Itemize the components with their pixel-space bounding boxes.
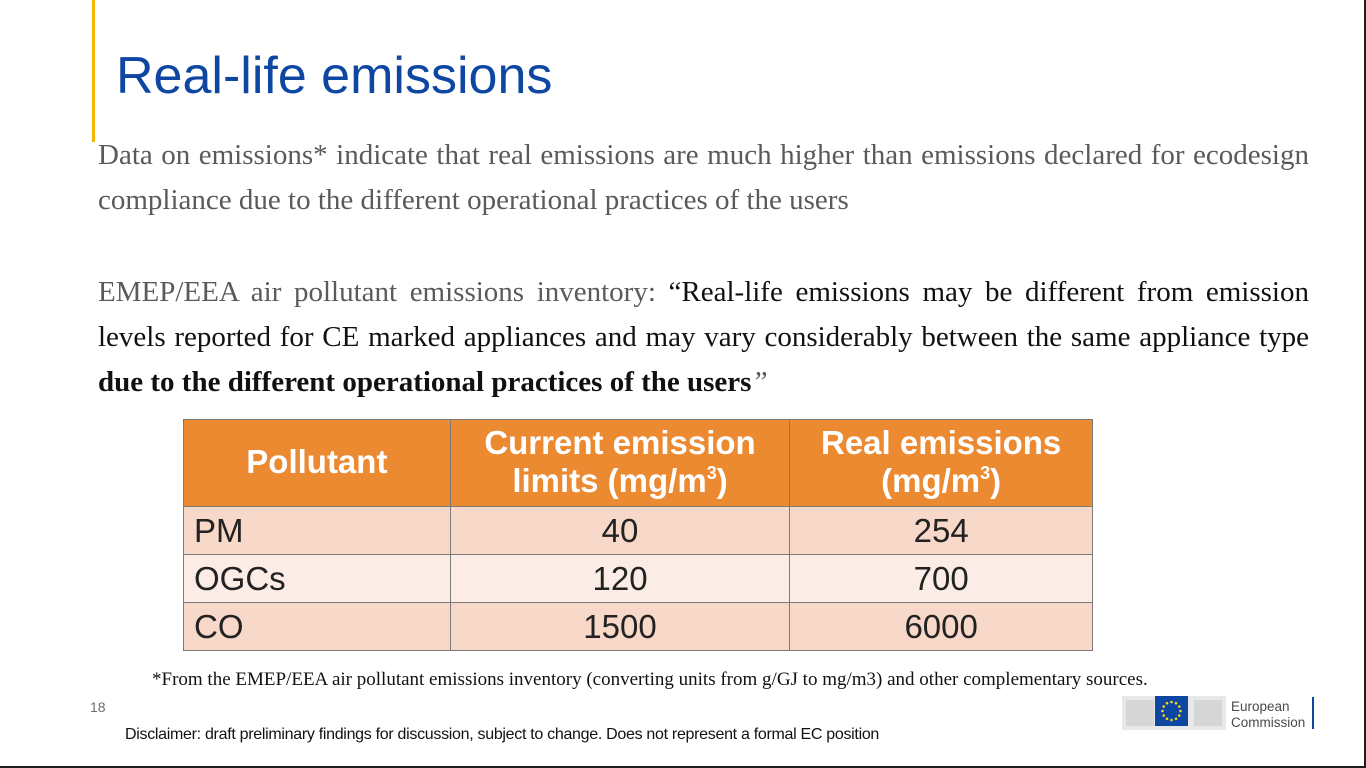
- table-row: CO 1500 6000: [183, 602, 1093, 651]
- pollutant-cell: OGCs: [183, 554, 451, 603]
- emissions-table: Pollutant Current emission limits (mg/m3…: [183, 419, 1093, 651]
- limit-cell: 120: [449, 554, 791, 603]
- eu-flag-icon: [1155, 696, 1188, 726]
- eu-star-icon: [1170, 700, 1173, 704]
- slide-bottom-border: [0, 766, 1366, 768]
- limit-cell: 1500: [449, 602, 791, 651]
- eu-star-icon: [1165, 701, 1169, 705]
- limit-cell: 40: [449, 506, 791, 555]
- eu-star-icon: [1177, 714, 1181, 717]
- slide-title: Real-life emissions: [116, 47, 553, 105]
- quote-source: EMEP/EEA air pollutant emissions invento…: [98, 276, 669, 308]
- eu-star-icon: [1161, 709, 1164, 713]
- table-row: PM 40 254: [183, 506, 1093, 555]
- footnote: *From the EMEP/EEA air pollutant emissio…: [152, 669, 1148, 690]
- eu-star-icon: [1179, 709, 1182, 713]
- header-real-emissions: Real emissions (mg/m3): [789, 419, 1093, 507]
- open-quote: “: [668, 276, 682, 308]
- intro-paragraph: Data on emissions* indicate that real em…: [98, 139, 1309, 216]
- eu-star-icon: [1162, 714, 1166, 717]
- slide-right-border: [1364, 0, 1366, 768]
- european-commission-logo: [1122, 696, 1226, 730]
- table-row: OGCs 120 700: [183, 554, 1093, 603]
- close-quote: ”: [751, 366, 768, 398]
- eu-star-icon: [1162, 705, 1166, 708]
- quote-paragraph: EMEP/EEA air pollutant emissions invento…: [98, 270, 1309, 405]
- quote-text: Real-life emissions may be different fro…: [98, 276, 1309, 353]
- real-cell: 254: [789, 506, 1093, 555]
- table-header-row: Pollutant Current emission limits (mg/m3…: [183, 419, 1093, 507]
- pollutant-cell: CO: [183, 602, 451, 651]
- logo-divider: [1312, 697, 1314, 729]
- disclaimer: Disclaimer: draft preliminary findings f…: [125, 726, 880, 743]
- header-pollutant: Pollutant: [183, 419, 451, 507]
- eu-star-icon: [1165, 717, 1169, 721]
- logo-line-commission: Commission: [1231, 715, 1306, 730]
- eu-star-icon: [1170, 718, 1173, 722]
- eu-stars: [1161, 700, 1182, 722]
- quote-bold-text: due to the different operational practic…: [98, 366, 752, 398]
- logo-text: European Commission: [1231, 699, 1305, 731]
- pollutant-cell: PM: [183, 506, 451, 555]
- real-cell: 6000: [789, 602, 1093, 651]
- eu-star-icon: [1177, 705, 1181, 708]
- logo-line-european: European: [1231, 699, 1290, 714]
- header-current-limits: Current emission limits (mg/m3): [449, 419, 791, 507]
- real-cell: 700: [789, 554, 1093, 603]
- eu-star-icon: [1174, 701, 1178, 705]
- eu-star-icon: [1174, 717, 1178, 721]
- page-number: 18: [90, 699, 106, 715]
- accent-bar: [92, 0, 95, 142]
